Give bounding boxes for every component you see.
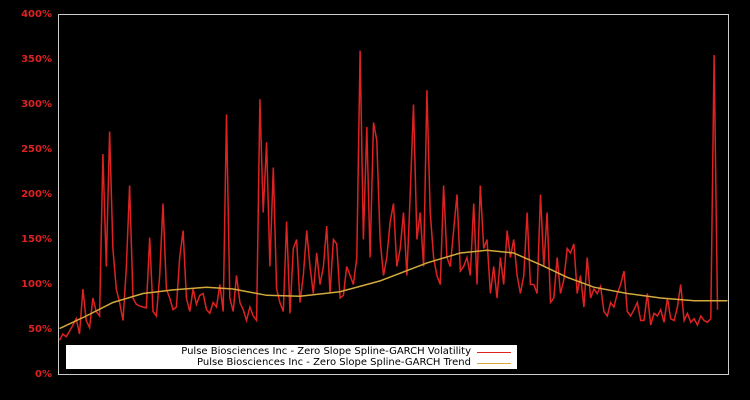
y-tick-label: 150% xyxy=(21,234,52,245)
y-tick-label: 300% xyxy=(21,99,52,110)
y-tick-label: 50% xyxy=(28,324,52,335)
y-tick-label: 350% xyxy=(21,54,52,65)
legend-item-trend: Pulse Biosciences Inc - Zero Slope Splin… xyxy=(197,357,511,369)
chart-legend: Pulse Biosciences Inc - Zero Slope Splin… xyxy=(66,345,517,369)
trend-line xyxy=(59,249,728,330)
legend-item-volatility: Pulse Biosciences Inc - Zero Slope Splin… xyxy=(181,346,511,358)
y-tick-label: 100% xyxy=(21,279,52,290)
y-tick-label: 250% xyxy=(21,144,52,155)
y-tick-label: 400% xyxy=(21,9,52,20)
legend-label: Pulse Biosciences Inc - Zero Slope Splin… xyxy=(197,357,471,368)
plot-frame xyxy=(58,14,729,375)
legend-swatch-trend xyxy=(477,362,511,364)
y-tick-label: 0% xyxy=(35,369,52,380)
volatility-line xyxy=(58,50,719,341)
legend-swatch-volatility xyxy=(477,351,511,353)
y-tick-label: 200% xyxy=(21,189,52,200)
legend-label: Pulse Biosciences Inc - Zero Slope Splin… xyxy=(181,346,471,357)
